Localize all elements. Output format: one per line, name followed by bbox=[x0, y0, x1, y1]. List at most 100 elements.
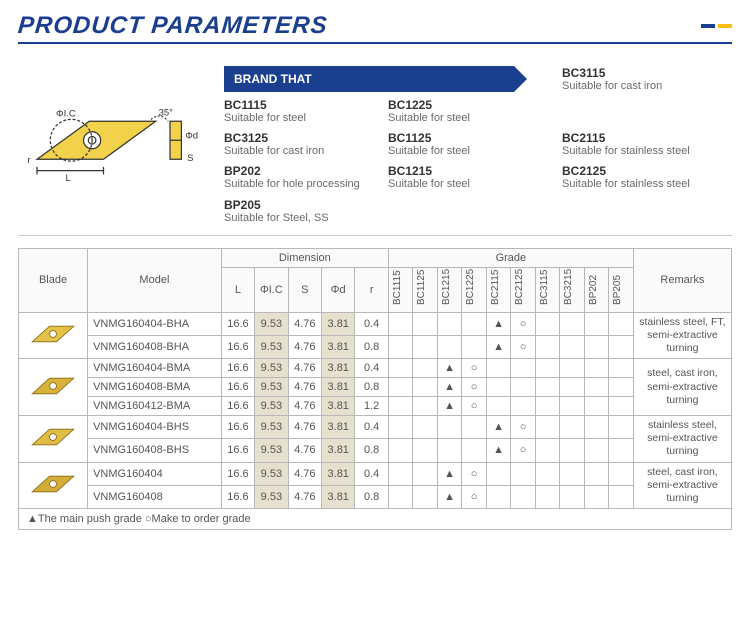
th-grade-col: BC1115 bbox=[388, 267, 413, 312]
th-grade-col: BC2125 bbox=[511, 267, 536, 312]
table-row: VNMG160408-BHA16.69.534.763.810.8▲○ bbox=[19, 335, 732, 358]
grade-cell: ▲ bbox=[437, 485, 462, 508]
grade-cell: ○ bbox=[511, 335, 536, 358]
brand-desc: Suitable for hole processing bbox=[224, 178, 384, 191]
grade-cell bbox=[560, 462, 585, 485]
grade-cell: ▲ bbox=[486, 416, 511, 439]
grade-cell bbox=[388, 485, 413, 508]
dim-cell: 4.76 bbox=[288, 485, 321, 508]
dim-cell: 0.4 bbox=[355, 462, 388, 485]
brand-cell: BC1225Suitable for steel bbox=[388, 98, 558, 125]
dim-cell: 1.2 bbox=[355, 397, 388, 416]
grade-cell bbox=[535, 485, 560, 508]
grade-cell: ▲ bbox=[486, 439, 511, 462]
grade-cell bbox=[609, 462, 634, 485]
remarks-cell: stainless steel, semi-extractive turning bbox=[633, 416, 731, 462]
dim-cell: 0.8 bbox=[355, 485, 388, 508]
dim-cell: 16.6 bbox=[221, 378, 254, 397]
brand-code: BC1225 bbox=[388, 98, 558, 112]
svg-text:ΦI.C: ΦI.C bbox=[56, 109, 76, 120]
grade-cell bbox=[437, 335, 462, 358]
brand-desc: Suitable for stainless steel bbox=[562, 178, 732, 191]
th-grade-col: BC2115 bbox=[486, 267, 511, 312]
table-row: VNMG16040416.69.534.763.810.4▲○steel, ca… bbox=[19, 462, 732, 485]
grade-cell bbox=[609, 378, 634, 397]
grade-cell: ▲ bbox=[437, 397, 462, 416]
grade-cell bbox=[511, 462, 536, 485]
remarks-cell: steel, cast iron, semi-extractive turnin… bbox=[633, 462, 731, 508]
th-grade-col: BC1125 bbox=[413, 267, 438, 312]
table-row: VNMG160408-BMA16.69.534.763.810.8▲○ bbox=[19, 378, 732, 397]
dim-cell: 4.76 bbox=[288, 359, 321, 378]
th-grade-col: BC1215 bbox=[437, 267, 462, 312]
grade-cell bbox=[560, 485, 585, 508]
grade-cell: ▲ bbox=[486, 335, 511, 358]
table-legend: ▲The main push grade ○Make to order grad… bbox=[18, 509, 732, 530]
grade-cell: ○ bbox=[462, 359, 487, 378]
brand-desc: Suitable for cast iron bbox=[224, 145, 384, 158]
th-grade-col: BC3215 bbox=[560, 267, 585, 312]
table-row: VNMG160404-BHS16.69.534.763.810.4▲○stain… bbox=[19, 416, 732, 439]
grade-cell: ○ bbox=[462, 462, 487, 485]
dim-cell: 0.4 bbox=[355, 359, 388, 378]
grade-cell: ○ bbox=[462, 397, 487, 416]
grade-cell bbox=[413, 312, 438, 335]
grade-cell bbox=[511, 378, 536, 397]
brand-cell: BC3115Suitable for cast iron bbox=[562, 66, 732, 125]
dim-cell: 4.76 bbox=[288, 312, 321, 335]
brand-bar: BRAND THAT bbox=[224, 66, 514, 92]
brand-desc: Suitable for steel bbox=[388, 145, 558, 158]
dim-cell: 3.81 bbox=[322, 462, 355, 485]
brand-bar-label: BRAND THAT bbox=[234, 72, 312, 86]
model-cell: VNMG160408-BHS bbox=[88, 439, 222, 462]
th-dim: ΦI.C bbox=[255, 267, 288, 312]
grade-cell bbox=[535, 416, 560, 439]
th-dim: L bbox=[221, 267, 254, 312]
model-cell: VNMG160412-BMA bbox=[88, 397, 222, 416]
brand-code: BC1125 bbox=[388, 131, 558, 145]
grade-cell bbox=[609, 439, 634, 462]
dim-cell: 16.6 bbox=[221, 397, 254, 416]
grade-cell bbox=[535, 378, 560, 397]
brand-code: BC2115 bbox=[562, 131, 732, 145]
grade-cell bbox=[413, 485, 438, 508]
table-row: VNMG160412-BMA16.69.534.763.811.2▲○ bbox=[19, 397, 732, 416]
dim-cell: 9.53 bbox=[255, 335, 288, 358]
grade-cell bbox=[413, 462, 438, 485]
page-title: PRODUCT PARAMETERS bbox=[17, 12, 329, 40]
grade-cell bbox=[584, 397, 609, 416]
grade-cell bbox=[535, 439, 560, 462]
brand-code: BP202 bbox=[224, 164, 384, 178]
th-grade: Grade bbox=[388, 248, 633, 267]
brand-cell: BP202Suitable for hole processing bbox=[224, 164, 384, 191]
grade-cell bbox=[609, 312, 634, 335]
dim-cell: 0.8 bbox=[355, 378, 388, 397]
dim-cell: 3.81 bbox=[322, 312, 355, 335]
dim-cell: 16.6 bbox=[221, 335, 254, 358]
brand-cell: BP205Suitable for Steel, SS bbox=[224, 198, 384, 225]
grade-cell bbox=[511, 359, 536, 378]
table-row: VNMG16040816.69.534.763.810.8▲○ bbox=[19, 485, 732, 508]
grade-cell: ▲ bbox=[486, 312, 511, 335]
grade-cell bbox=[560, 335, 585, 358]
brand-cell: BC1125Suitable for steel bbox=[388, 131, 558, 158]
dim-cell: 16.6 bbox=[221, 462, 254, 485]
dim-cell: 16.6 bbox=[221, 312, 254, 335]
grade-cell bbox=[486, 462, 511, 485]
grade-cell bbox=[609, 359, 634, 378]
grade-cell bbox=[413, 416, 438, 439]
top-block: ΦI.C 35° Φd L r S BRAND THAT BC3115Suita… bbox=[18, 58, 732, 236]
grade-cell bbox=[560, 378, 585, 397]
dim-cell: 9.53 bbox=[255, 359, 288, 378]
blade-cell bbox=[19, 359, 88, 416]
brand-cell: BC2125Suitable for stainless steel bbox=[562, 164, 732, 191]
grade-cell bbox=[462, 312, 487, 335]
dim-cell: 9.53 bbox=[255, 485, 288, 508]
grade-cell bbox=[609, 416, 634, 439]
dim-cell: 3.81 bbox=[322, 416, 355, 439]
grade-cell bbox=[535, 312, 560, 335]
dim-cell: 4.76 bbox=[288, 439, 321, 462]
remarks-cell: stainless steel, FT, semi-extractive tur… bbox=[633, 312, 731, 358]
grade-cell bbox=[437, 312, 462, 335]
grade-cell bbox=[584, 485, 609, 508]
